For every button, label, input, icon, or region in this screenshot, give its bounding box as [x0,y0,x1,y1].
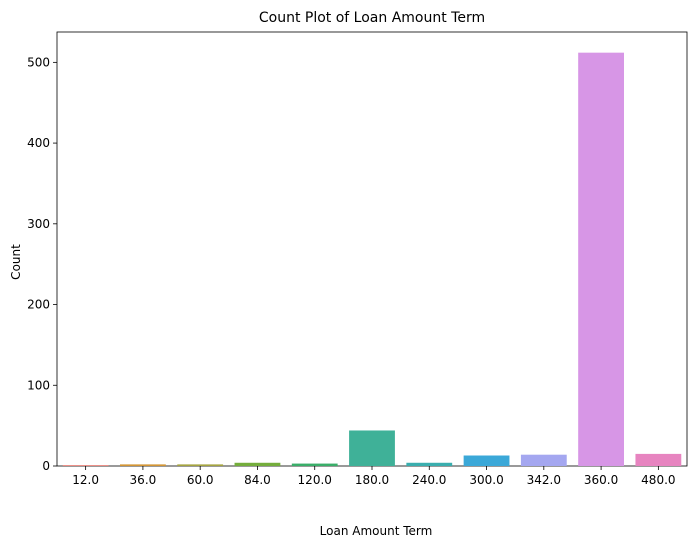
x-tick-label: 480.0 [641,473,675,487]
bar-36.0 [120,464,166,466]
x-tick-label: 60.0 [187,473,214,487]
x-tick-label: 360.0 [584,473,618,487]
bar-360.0 [578,52,624,467]
x-tick-label: 36.0 [130,473,157,487]
bar-180.0 [349,430,395,466]
y-tick-label: 500 [27,55,50,69]
y-tick-label: 400 [27,136,50,150]
chart-title: Count Plot of Loan Amount Term [259,10,485,26]
x-tick-label: 120.0 [298,473,332,487]
bar-120.0 [291,463,338,466]
bar-84.0 [234,462,281,466]
x-tick-label: 300.0 [469,473,503,487]
x-tick-label: 84.0 [244,473,271,487]
y-tick-label: 100 [27,378,50,392]
bars [62,52,682,467]
x-axis: 12.0 36.0 60.0 84.0 120.0 180.0 240.0 300.0 342.… [72,466,676,487]
bar-240.0 [406,462,453,466]
x-tick-label: 240.0 [412,473,446,487]
x-tick-label: 342.0 [527,473,561,487]
x-tick-label: 12.0 [72,473,99,487]
bar-12.0 [62,465,109,466]
y-axis: 0 100 200 300 400 500 [27,55,57,473]
y-tick-label: 0 [42,459,50,473]
y-tick-label: 200 [27,298,50,312]
bar-300.0 [463,455,510,466]
y-axis-label: Count [9,244,23,280]
bar-480.0 [635,453,682,466]
bar-60.0 [177,464,224,466]
y-tick-label: 300 [27,217,50,231]
bar-342.0 [520,454,567,466]
x-tick-label: 180.0 [355,473,389,487]
x-axis-label: Loan Amount Term [320,524,433,538]
